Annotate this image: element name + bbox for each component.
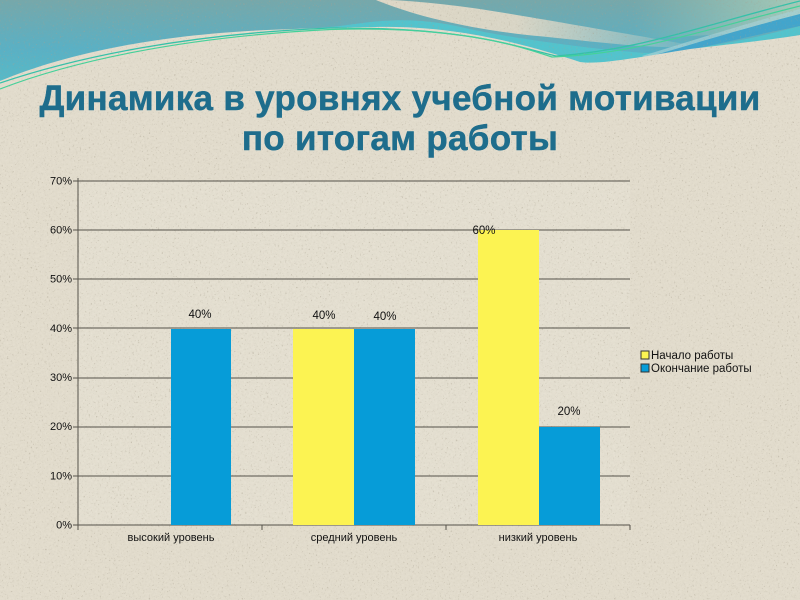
svg-text:30%: 30% [50, 372, 72, 384]
svg-text:70%: 70% [50, 176, 72, 188]
svg-text:средний уровень: средний уровень [311, 532, 398, 544]
svg-text:50%: 50% [50, 274, 72, 286]
svg-text:40%: 40% [50, 323, 72, 335]
svg-text:40%: 40% [312, 310, 335, 322]
svg-text:40%: 40% [373, 311, 396, 323]
svg-text:низкий уровень: низкий уровень [499, 532, 578, 544]
svg-text:высокий уровень: высокий уровень [128, 532, 215, 544]
svg-text:0%: 0% [56, 520, 72, 532]
svg-text:10%: 10% [50, 471, 72, 483]
svg-text:Окончание работы: Окончание работы [651, 363, 752, 375]
svg-text:20%: 20% [50, 421, 72, 433]
svg-text:60%: 60% [50, 225, 72, 237]
svg-text:20%: 20% [557, 406, 580, 418]
svg-text:40%: 40% [188, 309, 211, 321]
svg-text:Начало работы: Начало работы [651, 350, 733, 362]
svg-text:60%: 60% [472, 225, 495, 237]
